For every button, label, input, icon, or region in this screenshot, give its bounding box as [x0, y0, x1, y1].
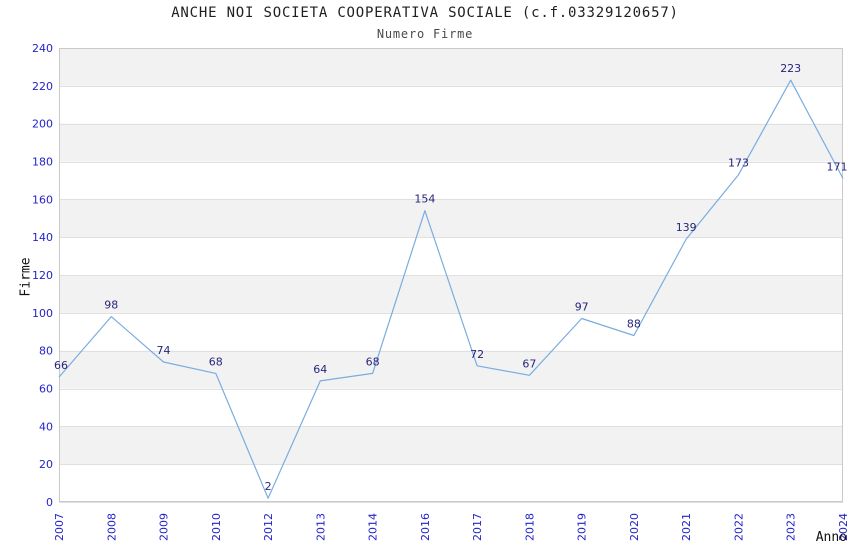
- point-label: 98: [104, 299, 118, 312]
- point-label: 68: [366, 355, 380, 368]
- x-tick-label: 2019: [576, 513, 589, 541]
- x-tick-label: 2009: [158, 513, 171, 541]
- x-tick-label: 2008: [105, 513, 118, 541]
- point-label: 173: [728, 157, 749, 170]
- y-tick-label: 180: [32, 156, 53, 169]
- x-tick-label: 2012: [262, 513, 275, 541]
- x-tick-label: 2024: [837, 513, 850, 541]
- y-axis-label: Firme: [18, 257, 34, 297]
- plot-band: [59, 275, 843, 313]
- x-tick-label: 2010: [210, 513, 223, 541]
- x-tick-label: 2020: [628, 513, 641, 541]
- chart-subtitle: Numero Firme: [376, 27, 474, 41]
- y-tick-label: 20: [39, 458, 53, 471]
- point-label: 97: [575, 301, 589, 314]
- y-tick-label: 160: [32, 193, 53, 206]
- y-tick-label: 140: [32, 231, 53, 244]
- point-label: 88: [627, 318, 641, 331]
- point-label: 67: [522, 357, 536, 370]
- chart-title: ANCHE NOI SOCIETA COOPERATIVA SOCIALE (c…: [171, 5, 679, 21]
- x-tick-label: 2007: [53, 513, 66, 541]
- point-label: 171: [827, 161, 848, 174]
- y-tick-label: 100: [32, 307, 53, 320]
- x-tick-label: 2013: [314, 513, 327, 541]
- y-tick-label: 0: [46, 496, 53, 509]
- x-tick-label: 2021: [680, 513, 693, 541]
- point-label: 2: [265, 480, 272, 493]
- point-label: 74: [157, 344, 171, 357]
- y-tick-label: 240: [32, 42, 53, 55]
- y-tick-label: 120: [32, 269, 53, 282]
- x-tick-label: 2017: [471, 513, 484, 541]
- x-tick-label: 2014: [367, 513, 380, 541]
- series-line: [58, 79, 844, 499]
- y-tick-label: 60: [39, 383, 53, 396]
- x-tick-label: 2022: [733, 513, 746, 541]
- point-label: 223: [780, 62, 801, 75]
- x-tick-label: 2018: [523, 513, 536, 541]
- point-label: 68: [209, 355, 223, 368]
- y-tick-label: 40: [39, 420, 53, 433]
- plot-band: [59, 199, 843, 238]
- y-tick-label: 80: [39, 345, 53, 358]
- point-label: 154: [414, 193, 435, 206]
- x-tick-label: 2016: [419, 513, 432, 541]
- point-label: 66: [54, 359, 68, 372]
- plot-band: [59, 48, 843, 86]
- y-tick-label: 220: [32, 80, 53, 93]
- point-label: 72: [470, 348, 484, 361]
- point-label: 139: [676, 221, 697, 234]
- plot-border: [59, 48, 843, 502]
- plot-band: [59, 350, 843, 389]
- plot-band: [59, 123, 843, 162]
- y-tick-label: 200: [32, 118, 53, 131]
- point-label: 64: [313, 363, 327, 376]
- x-tick-label: 2023: [785, 513, 798, 541]
- x-axis-label: Anno: [815, 530, 847, 545]
- plot-band: [59, 426, 843, 465]
